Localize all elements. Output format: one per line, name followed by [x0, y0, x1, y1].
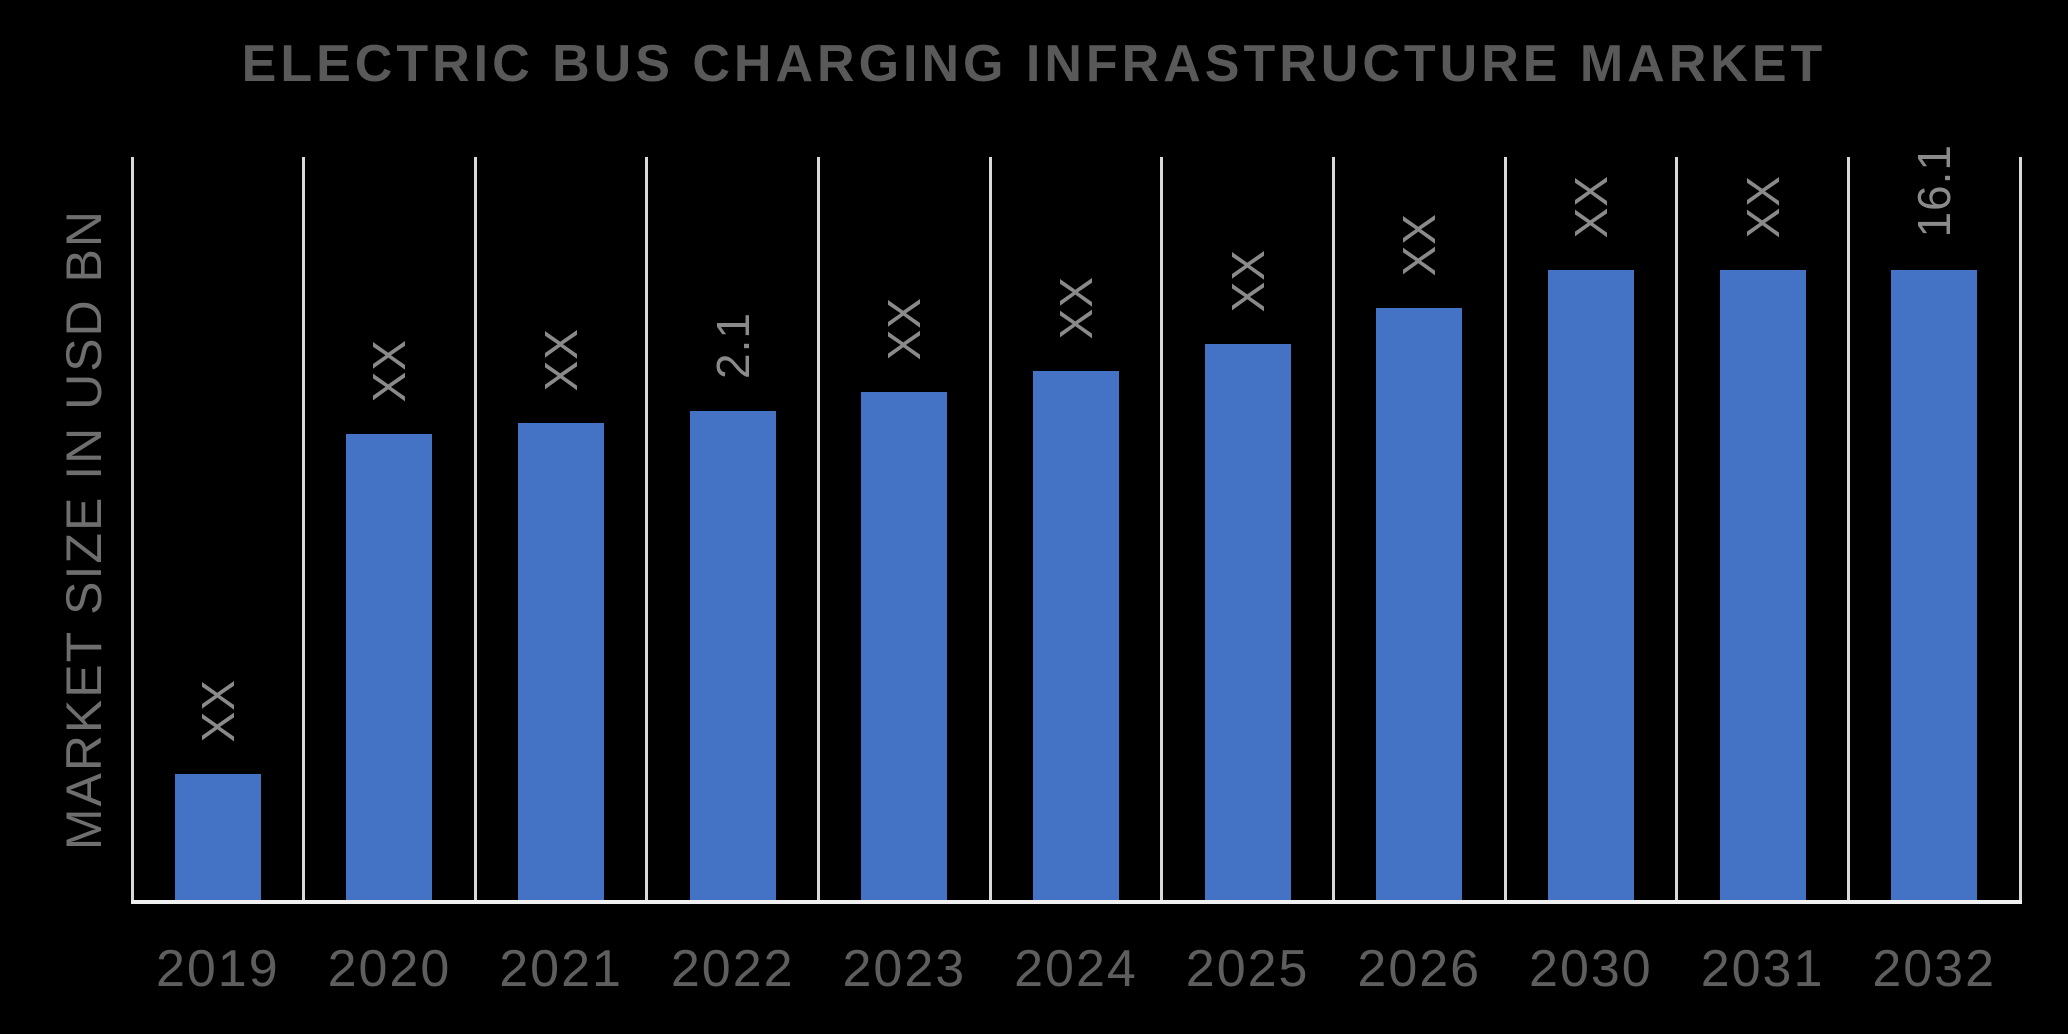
bar-value-label: XX — [191, 678, 244, 742]
bar-2025 — [1204, 344, 1291, 902]
gridline — [1331, 157, 1335, 902]
gridline — [1846, 157, 1850, 902]
bar-value-label-container: XX — [1677, 175, 1849, 238]
bar-value-label: XX — [1393, 212, 1446, 276]
bar-2020 — [346, 434, 433, 902]
x-tick-2026: 2026 — [1357, 940, 1482, 998]
x-tick-2020: 2020 — [327, 940, 452, 998]
y-axis-title-container: MARKET SIZE IN USD BN — [52, 157, 116, 902]
bar-2022 — [689, 411, 776, 902]
gridline — [1503, 157, 1507, 902]
bar-value-label-container: XX — [304, 339, 476, 402]
bar-value-label: XX — [535, 327, 588, 391]
x-axis-tick-labels: 2019 2020 2021 2022 2023 2024 2025 2026 2030 2031… — [132, 943, 2020, 1013]
bar-value-label: XX — [1049, 275, 1102, 339]
x-tick-2031: 2031 — [1700, 940, 1825, 998]
bar-value-label-container: XX — [475, 328, 647, 391]
x-tick-2025: 2025 — [1185, 940, 1310, 998]
bar-value-label: XX — [363, 338, 416, 402]
x-tick-2030: 2030 — [1529, 940, 1653, 998]
x-tick-2023: 2023 — [842, 940, 967, 998]
bar-2032 — [1891, 270, 1978, 902]
gridline — [817, 157, 821, 902]
x-axis-line — [131, 900, 2022, 904]
gridline — [473, 157, 477, 902]
gridline — [302, 157, 306, 902]
bar-value-label-container: XX — [132, 679, 304, 742]
x-tick-2024: 2024 — [1014, 940, 1138, 998]
gridline — [1675, 157, 1679, 902]
gridline — [988, 157, 992, 902]
y-axis-title: MARKET SIZE IN USD BN — [56, 208, 112, 851]
x-tick-2032: 2032 — [1872, 940, 1997, 998]
gridline — [130, 157, 134, 902]
bar-value-label-container: 16.1 — [1848, 144, 2020, 238]
x-tick-2022: 2022 — [670, 940, 795, 998]
bar-2026 — [1376, 308, 1463, 902]
bar-2021 — [518, 423, 605, 902]
bar-2023 — [861, 392, 948, 902]
gridline — [1160, 157, 1164, 902]
bar-value-label-container: XX — [819, 297, 991, 360]
bar-value-label: 16.1 — [1908, 144, 1961, 238]
bar-2024 — [1033, 371, 1119, 902]
bar-value-label-container: XX — [1505, 175, 1677, 238]
bar-2031 — [1719, 270, 1806, 902]
x-tick-2021: 2021 — [499, 940, 623, 998]
bar-value-label-container: XX — [1333, 213, 1505, 276]
bar-2030 — [1547, 270, 1634, 902]
bar-value-label: XX — [878, 296, 931, 360]
bar-value-label: XX — [1221, 248, 1274, 312]
chart-title: ELECTRIC BUS CHARGING INFRASTRUCTURE MAR… — [241, 35, 1827, 93]
gridline — [2018, 157, 2022, 902]
bar-value-label-container: XX — [990, 276, 1162, 339]
gridline — [645, 157, 649, 902]
x-tick-2019: 2019 — [155, 940, 280, 998]
bar-value-label: XX — [1736, 174, 1789, 238]
bar-value-label-container: 2.1 — [647, 312, 819, 379]
bar-value-label: XX — [1564, 174, 1617, 238]
plot-area: XX XX XX 2.1 XX XX XX XX XX XX 16.1 — [130, 144, 2022, 904]
bar-value-label-container: XX — [1162, 249, 1334, 312]
bar-2019 — [174, 774, 261, 902]
bar-value-label: 2.1 — [706, 312, 759, 379]
